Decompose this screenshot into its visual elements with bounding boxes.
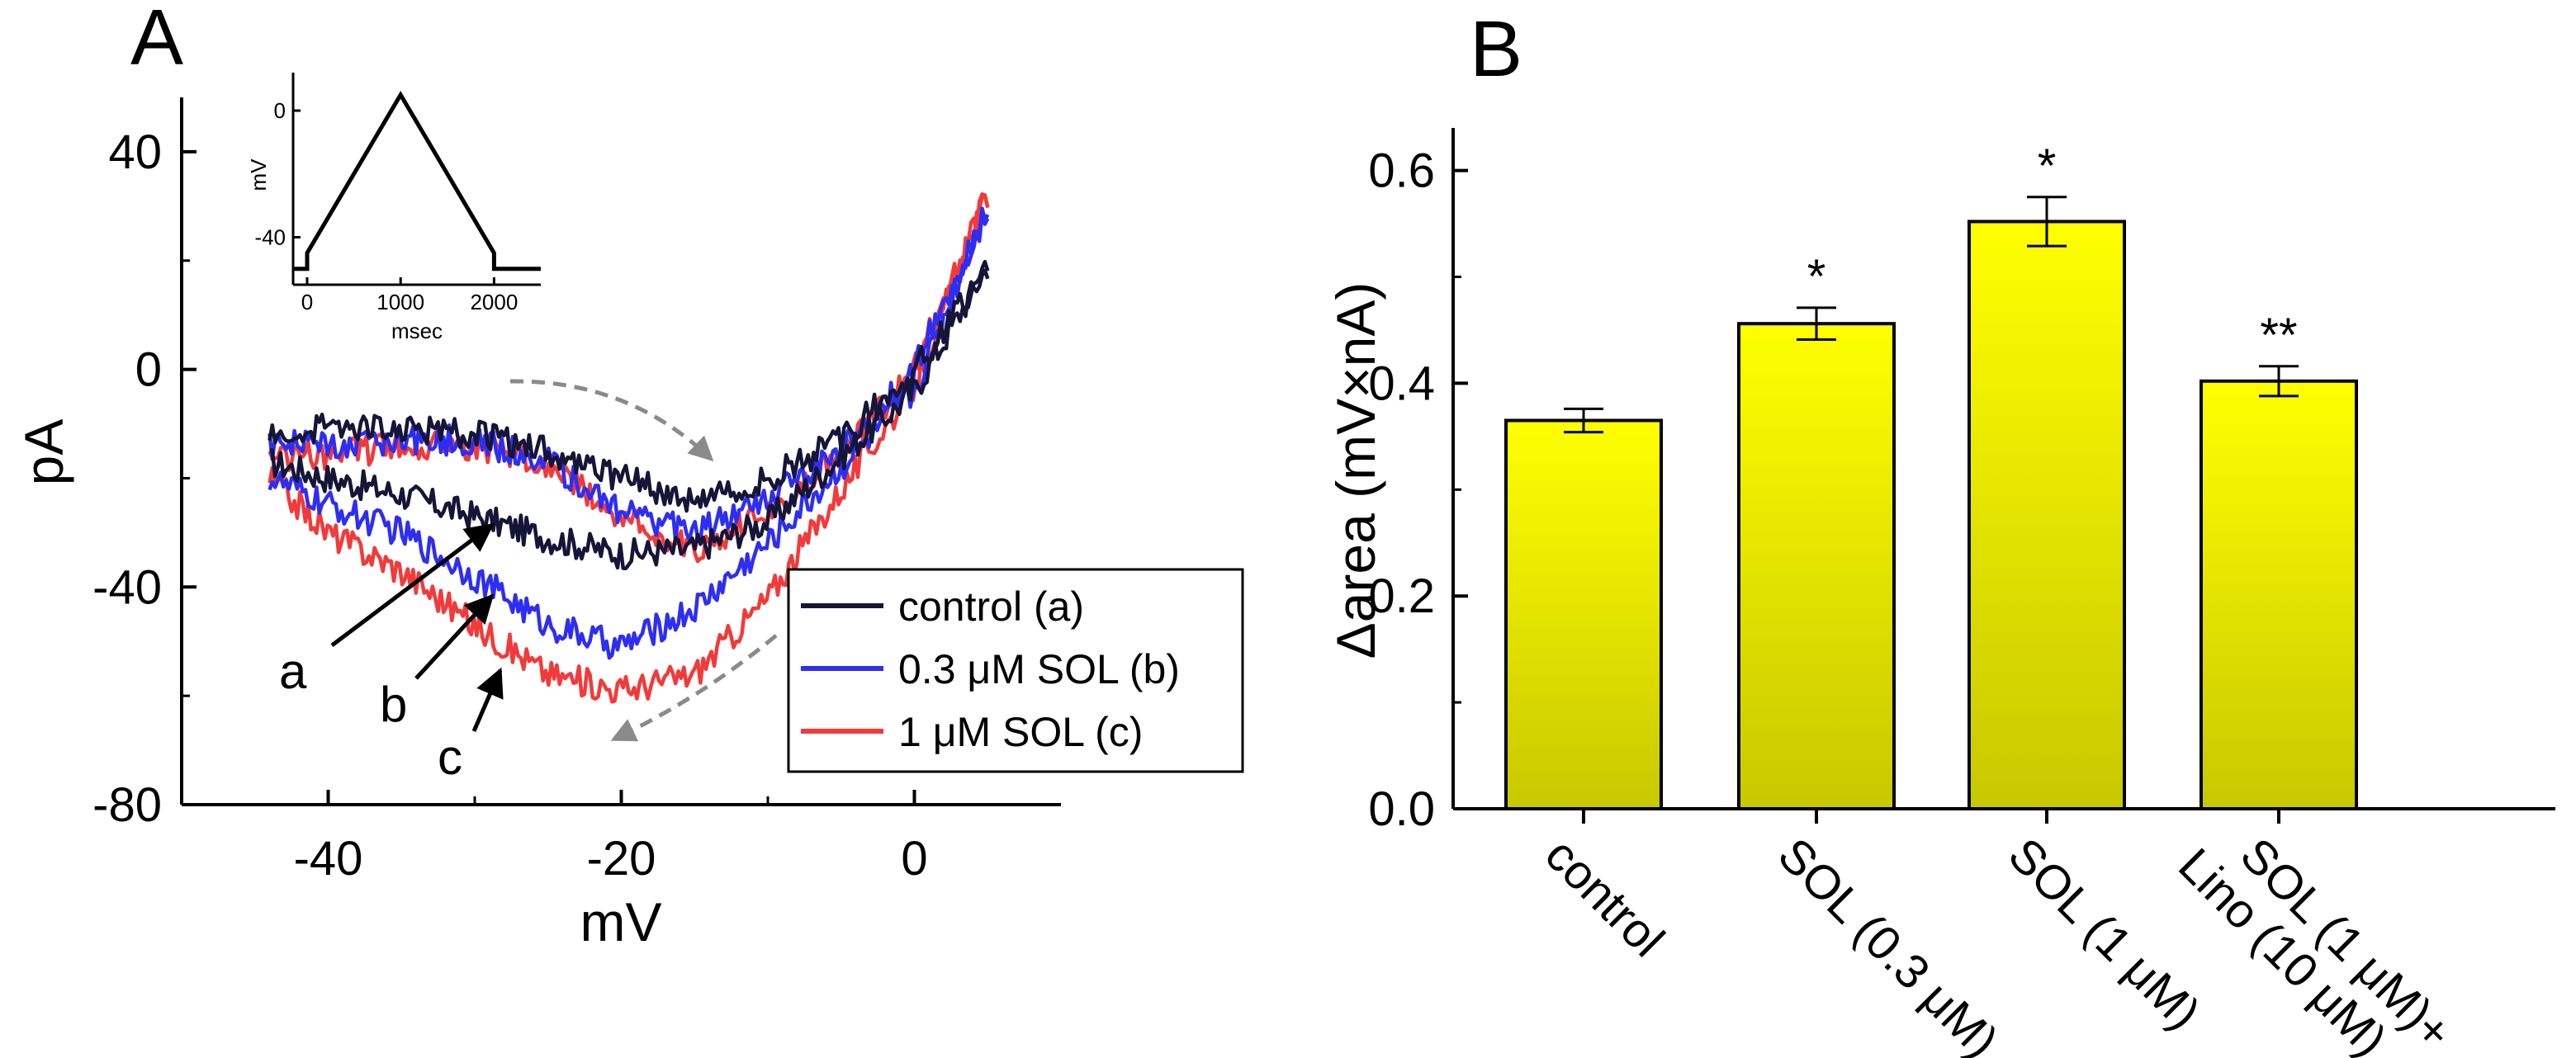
sweep-arrow-up xyxy=(509,379,714,462)
y-tick-label: 0 xyxy=(135,343,162,397)
category-label: control xyxy=(1535,828,1674,967)
x-axis-title: mV xyxy=(580,891,662,952)
bar-chart-panel: **** 0.00.20.40.6 control SOL (0.3 μM)SOL… xyxy=(1325,128,2555,1058)
x-tick-label: -40 xyxy=(294,832,363,886)
inset-ramp-line xyxy=(293,90,541,272)
trace-b-up xyxy=(268,211,990,660)
b-y-axis-title: Δarea (mV×nA) xyxy=(1325,282,1386,659)
trace-label-c: c xyxy=(438,730,462,785)
inset-y-tick-label: 0 xyxy=(274,98,286,123)
legend-label-sol-0-3: 0.3 μM SOL (b) xyxy=(898,646,1180,692)
trace-label-b: b xyxy=(380,677,407,732)
y-tick-label: 40 xyxy=(108,125,162,179)
inset-x-title: msec xyxy=(391,319,443,343)
legend-label-sol-1: 1 μM SOL (c) xyxy=(898,709,1143,755)
inset-ticks: 0 1000 2000 0 -40 xyxy=(254,98,518,314)
b-y-tick-label: 0.6 xyxy=(1368,144,1435,198)
b-y-tick-label: 0.4 xyxy=(1368,357,1435,410)
bar-2 xyxy=(1968,220,2126,810)
current-traces xyxy=(268,191,990,704)
x-tick-label: 0 xyxy=(901,832,927,886)
bar-1 xyxy=(1737,322,1896,810)
category-label-group: control xyxy=(1535,828,1674,967)
pointer-arrow-b xyxy=(414,593,495,680)
inset-x-tick-label: 1000 xyxy=(376,290,424,314)
pointer-arrow-a xyxy=(330,522,495,647)
significance-marker: * xyxy=(1807,250,1826,304)
inset-x-tick-label: 2000 xyxy=(470,290,518,314)
b-y-tick-label: 0.0 xyxy=(1368,782,1435,836)
legend-box xyxy=(787,568,1244,773)
trace-a-up xyxy=(269,268,990,571)
inset-y-tick-label: -40 xyxy=(254,224,286,249)
x-tick-label: -20 xyxy=(587,832,656,886)
inset-y-title: mV xyxy=(246,158,271,191)
panel-letter-b: B xyxy=(1470,5,1522,93)
trace-a-down xyxy=(268,259,990,513)
pointer-arrow-c xyxy=(471,667,504,732)
b-category-labels: control SOL (0.3 μM)SOL (1 μM) SOL (1 μM)+… xyxy=(1535,828,2462,1058)
significance-marker: ** xyxy=(2260,309,2297,362)
trace-label-a: a xyxy=(279,644,307,699)
y-axis-title: pA xyxy=(13,419,74,486)
significance-marker: * xyxy=(2038,139,2057,193)
category-label-group: SOL (1 μM) xyxy=(1998,828,2210,1040)
y-ticks: -80 -40 0 40 xyxy=(92,125,197,832)
sweep-arrow-down xyxy=(610,634,778,742)
y-tick-label: -80 xyxy=(92,778,162,832)
panel-letter-a: A xyxy=(130,0,183,82)
b-y-tick-label: 0.2 xyxy=(1368,569,1435,623)
iv-plot-panel: -80 -40 0 40 -40 -20 0 mV pA a b c control (a… xyxy=(13,73,1244,952)
bar-3 xyxy=(2200,379,2358,810)
b-y-ticks: 0.0 0.2 0.4 0.6 xyxy=(1368,144,1468,836)
legend-label-control: control (a) xyxy=(898,583,1084,630)
inset-ramp-trace xyxy=(293,90,541,272)
category-label: SOL (0.3 μM) xyxy=(1768,828,2008,1058)
category-label-group: SOL (0.3 μM) xyxy=(1768,828,2008,1058)
category-label: SOL (1 μM) xyxy=(1998,828,2210,1040)
inset-x-tick-label: 0 xyxy=(301,290,313,314)
x-ticks: -40 -20 0 xyxy=(294,790,928,886)
y-tick-label: -40 xyxy=(92,560,162,614)
inset-protocol: 0 1000 2000 0 -40 msec mV xyxy=(246,73,541,343)
bars: **** xyxy=(1504,139,2358,824)
category-label-group: SOL (1 μM)+Lino (10 μM) xyxy=(2168,828,2462,1058)
legend: control (a) 0.3 μM SOL (b) 1 μM SOL (c) xyxy=(787,568,1244,773)
bar-0 xyxy=(1504,418,1663,810)
